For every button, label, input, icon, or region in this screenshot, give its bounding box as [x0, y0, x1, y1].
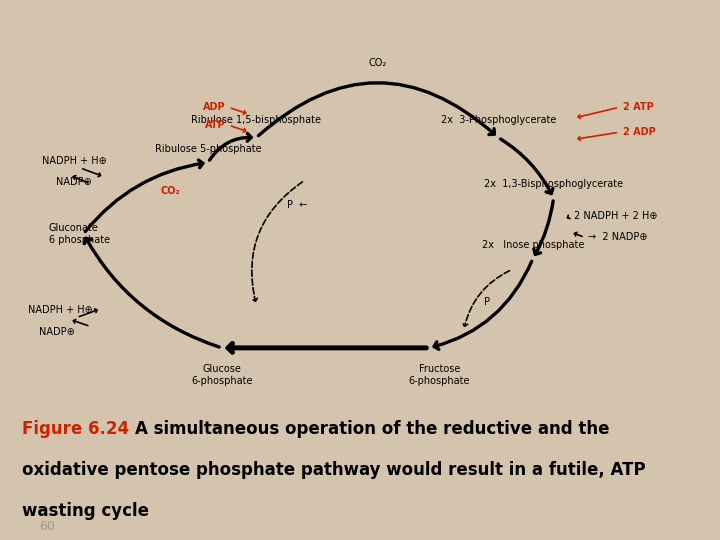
Text: 60: 60 — [40, 519, 55, 532]
Text: Figure 6.24: Figure 6.24 — [22, 421, 135, 438]
Text: oxidative pentose phosphate pathway would result in a futile, ATP: oxidative pentose phosphate pathway woul… — [22, 461, 645, 480]
Text: ATP: ATP — [204, 120, 225, 130]
Text: 2x  3-Phosphoglycerate: 2x 3-Phosphoglycerate — [441, 115, 556, 125]
Text: 2 ADP: 2 ADP — [623, 127, 655, 137]
Text: 2 NADPH + 2 H⊕: 2 NADPH + 2 H⊕ — [575, 211, 658, 221]
Text: NADP⊕: NADP⊕ — [39, 327, 74, 337]
Text: Fructose
6-phosphate: Fructose 6-phosphate — [409, 364, 470, 386]
Text: A simultaneous operation of the reductive and the: A simultaneous operation of the reductiv… — [135, 421, 610, 438]
Text: CO₂: CO₂ — [368, 58, 387, 68]
Text: Glucose
6-phosphate: Glucose 6-phosphate — [191, 364, 253, 386]
Text: CO₂: CO₂ — [161, 186, 180, 196]
Text: Ribulose 5-phosphate: Ribulose 5-phosphate — [155, 144, 261, 153]
Text: NADPH + H⊕: NADPH + H⊕ — [42, 156, 107, 166]
Text: P  ←: P ← — [287, 200, 307, 210]
Text: →  2 NADP⊕: → 2 NADP⊕ — [588, 232, 647, 242]
Text: P: P — [485, 296, 490, 307]
Text: 2x   lnose phosphate: 2x lnose phosphate — [482, 240, 584, 250]
Text: NADP⊕: NADP⊕ — [56, 177, 91, 187]
Text: wasting cycle: wasting cycle — [22, 502, 148, 520]
Text: ADP: ADP — [202, 102, 225, 112]
Text: 2x  1,3-Bisphosphoglycerate: 2x 1,3-Bisphosphoglycerate — [484, 179, 623, 189]
Text: 2 ATP: 2 ATP — [623, 102, 654, 112]
Text: Gluconate
6 phosphate: Gluconate 6 phosphate — [49, 223, 110, 245]
Text: Ribulose 1,5-bisphosphate: Ribulose 1,5-bisphosphate — [192, 115, 321, 125]
Text: NADPH + H⊕: NADPH + H⊕ — [28, 306, 93, 315]
